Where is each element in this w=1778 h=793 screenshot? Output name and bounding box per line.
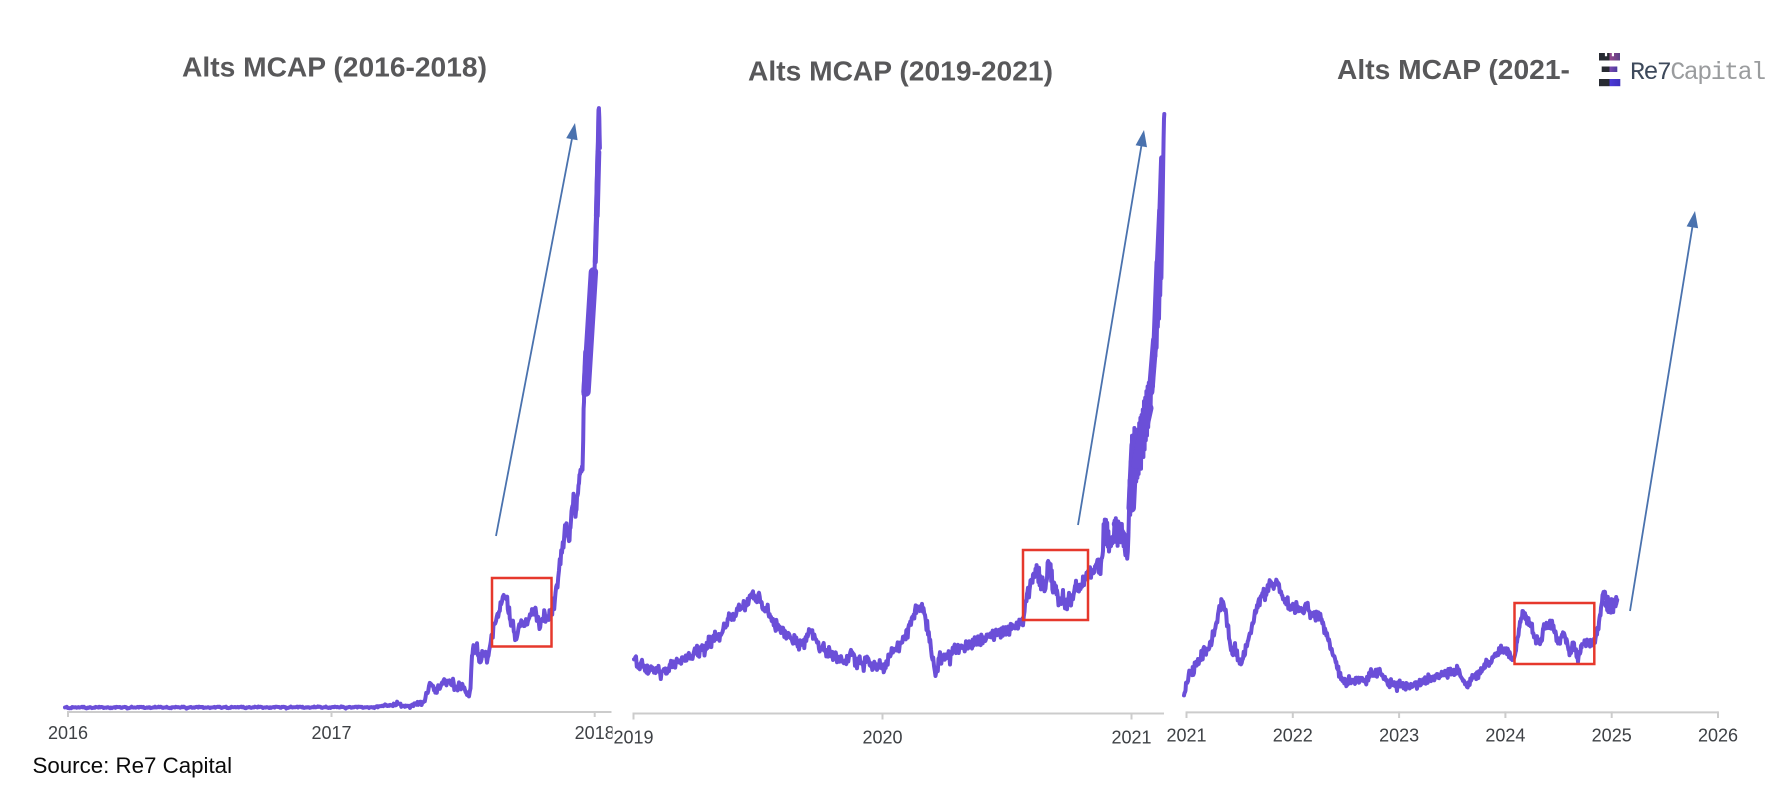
svg-text:Alts MCAP (2016-2018): Alts MCAP (2016-2018) <box>182 51 487 83</box>
svg-text:2021: 2021 <box>1166 726 1206 746</box>
svg-text:2018: 2018 <box>575 723 615 743</box>
svg-text:2024: 2024 <box>1485 726 1525 746</box>
svg-text:2023: 2023 <box>1379 726 1419 746</box>
svg-text:2020: 2020 <box>862 728 902 748</box>
svg-text:2019: 2019 <box>613 728 653 748</box>
svg-text:2016: 2016 <box>48 723 88 743</box>
svg-text:Source: Re7 Capital: Source: Re7 Capital <box>33 753 233 778</box>
svg-text:2017: 2017 <box>311 723 351 743</box>
svg-text:2022: 2022 <box>1273 726 1313 746</box>
svg-text:2021: 2021 <box>1111 728 1151 748</box>
svg-text:2025: 2025 <box>1592 726 1632 746</box>
svg-text:Alts MCAP (2021-: Alts MCAP (2021- <box>1337 53 1570 85</box>
svg-text:Alts MCAP (2019-2021): Alts MCAP (2019-2021) <box>748 55 1053 87</box>
svg-text:2026: 2026 <box>1698 726 1738 746</box>
svg-text:Re7Capital: Re7Capital <box>1630 58 1765 87</box>
